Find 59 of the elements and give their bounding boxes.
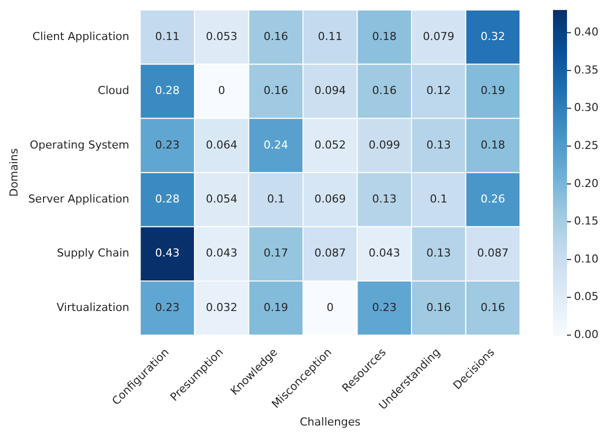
data-label: 0.16 (426, 300, 451, 314)
data-label: 0.054 (206, 192, 238, 206)
data-label: 0.053 (206, 30, 238, 43)
data-label: 0.064 (206, 138, 238, 152)
data-label: 0.13 (372, 192, 397, 206)
data-label: 0.087 (314, 246, 346, 260)
data-label: 0.099 (368, 138, 400, 152)
data-label: 0 (218, 84, 226, 98)
data-label: 0.12 (426, 84, 451, 98)
color-bar-label: 0.30 (574, 101, 598, 114)
color-bar-label: 0.35 (574, 63, 598, 76)
data-label: 0.18 (372, 30, 397, 43)
color-bar-label: 0.25 (574, 138, 598, 152)
data-label: 0 (326, 300, 334, 314)
color-bar-label: 0.15 (574, 214, 598, 228)
data-label: 0.26 (480, 192, 506, 206)
data-label: 0.24 (264, 138, 288, 152)
data-label: 0.19 (480, 84, 506, 98)
color-bar-label: 0.20 (574, 176, 598, 190)
data-label: 0.16 (264, 84, 288, 98)
data-label: 0.16 (264, 30, 288, 43)
data-label: 0.079 (422, 30, 454, 43)
data-label: 0.1 (430, 192, 448, 206)
data-label: 0.13 (426, 138, 451, 152)
data-label: 0.23 (155, 138, 180, 152)
data-label: 0.23 (155, 300, 180, 314)
data-label: 0.043 (206, 246, 238, 260)
data-label: 0.069 (314, 192, 346, 206)
y-tick-label: Operating System (30, 138, 130, 152)
data-label: 0.17 (264, 246, 288, 260)
data-label: 0.11 (155, 30, 180, 43)
y-tick-label: Cloud (98, 84, 130, 98)
data-label: 0.032 (206, 300, 238, 314)
data-label: 0.087 (477, 246, 509, 260)
data-label: 0.13 (426, 246, 451, 260)
data-label: 0.094 (314, 84, 346, 98)
color-bar-label: 0.10 (574, 252, 598, 266)
data-label: 0.16 (372, 84, 397, 98)
data-label: 0.11 (318, 30, 342, 43)
color-bar-label: 0.40 (574, 26, 598, 39)
x-axis-title: Challenges (300, 415, 361, 428)
color-bar-label: 0.05 (574, 290, 598, 304)
data-label: 0.43 (155, 246, 180, 260)
data-label: 0.19 (264, 300, 288, 314)
data-label: 0.1 (267, 192, 285, 206)
data-label: 0.28 (155, 192, 180, 206)
data-label: 0.32 (480, 30, 506, 43)
color-bar-label: 0.00 (574, 328, 598, 342)
y-tick-label: Supply Chain (56, 246, 130, 260)
y-tick-label: Server Application (28, 192, 130, 206)
data-label: 0.28 (155, 84, 180, 98)
data-label: 0.052 (314, 138, 346, 152)
data-label: 0.23 (372, 300, 397, 314)
data-label: 0.043 (368, 246, 400, 260)
y-axis-title: Domains (7, 148, 20, 197)
data-label: 0.16 (480, 300, 506, 314)
data-label: 0.18 (480, 138, 506, 152)
y-tick-label: Client Application (32, 30, 130, 43)
y-tick-label: Virtualization (56, 300, 130, 314)
